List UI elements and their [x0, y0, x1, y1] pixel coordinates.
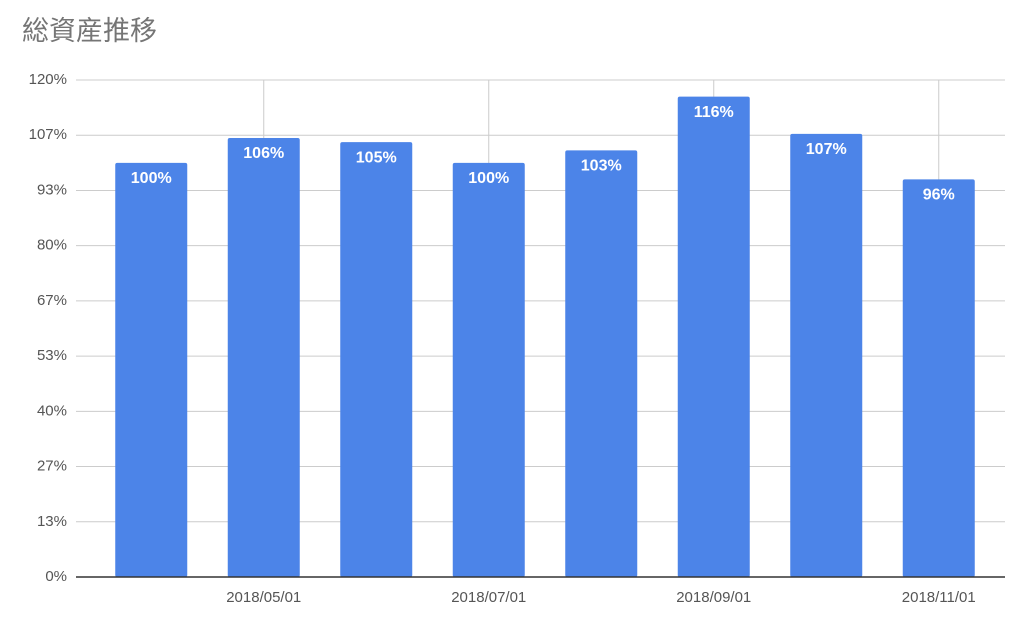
y-tick-label: 93% — [37, 181, 67, 198]
data-label: 103% — [581, 158, 622, 175]
y-tick-label: 107% — [29, 126, 67, 143]
x-tick-label: 2018/09/01 — [676, 589, 751, 606]
data-label: 105% — [356, 149, 397, 166]
x-tick-label: 2018/07/01 — [451, 589, 526, 606]
y-tick-label: 0% — [45, 568, 67, 585]
y-tick-label: 40% — [37, 402, 67, 419]
data-label: 100% — [468, 170, 509, 187]
y-tick-label: 13% — [37, 513, 67, 530]
bar — [565, 150, 638, 578]
y-tick-label: 120% — [29, 71, 67, 88]
data-label: 100% — [131, 170, 172, 187]
bar — [677, 96, 750, 578]
bar — [115, 162, 188, 578]
data-label: 106% — [243, 145, 284, 162]
data-label: 116% — [694, 104, 734, 121]
bar — [340, 142, 413, 577]
y-tick-label: 80% — [37, 237, 67, 254]
y-tick-label: 27% — [37, 458, 67, 475]
data-label: 96% — [923, 187, 955, 204]
x-tick-label: 2018/05/01 — [226, 589, 301, 606]
bar — [902, 179, 975, 577]
bar — [790, 133, 863, 577]
bar — [227, 137, 300, 577]
x-tick-label: 2018/11/01 — [902, 589, 976, 606]
bar — [452, 162, 525, 578]
y-tick-label: 67% — [37, 292, 67, 309]
y-tick-label: 53% — [37, 347, 67, 364]
chart-title: 総資産推移 — [22, 16, 157, 46]
data-label: 107% — [806, 141, 847, 158]
